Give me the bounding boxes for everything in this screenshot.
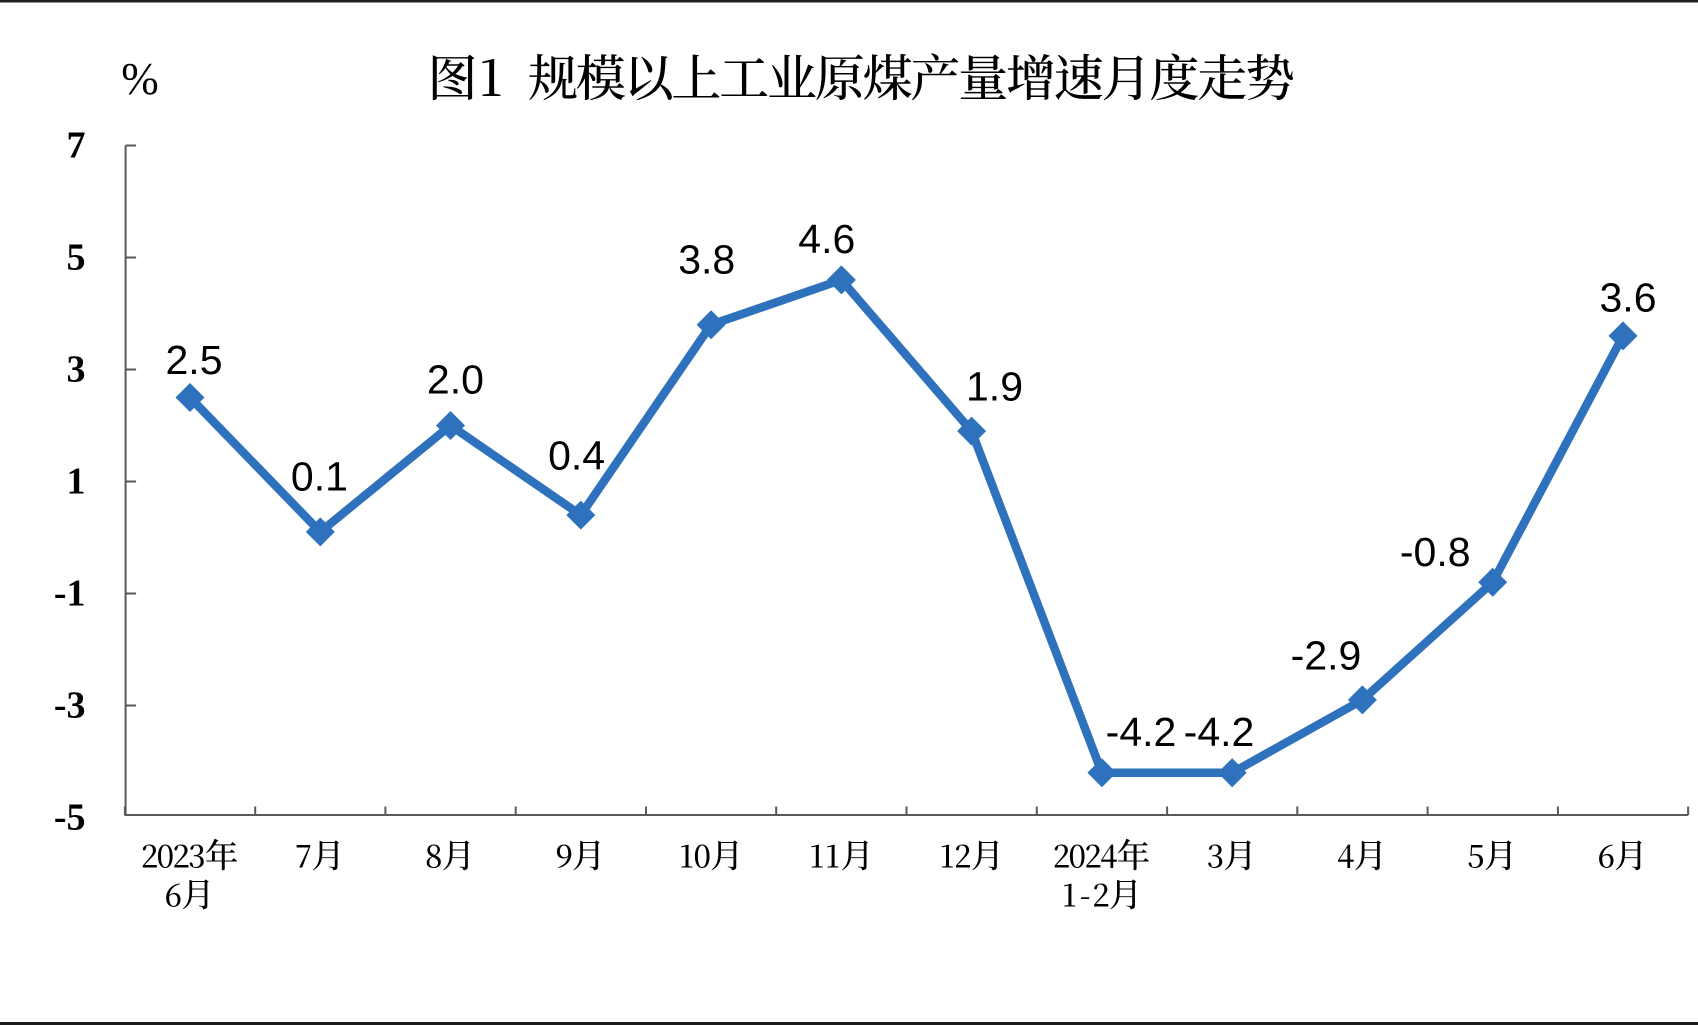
svg-text:-2.9: -2.9 — [1291, 633, 1362, 679]
svg-text:-4.2: -4.2 — [1184, 709, 1255, 755]
svg-text:2.0: 2.0 — [427, 357, 484, 403]
svg-text:3.6: 3.6 — [1600, 275, 1657, 321]
svg-text:-0.8: -0.8 — [1400, 529, 1471, 575]
svg-text:1.9: 1.9 — [966, 364, 1023, 410]
svg-text:-5: -5 — [54, 797, 86, 839]
svg-text:%: % — [121, 54, 159, 104]
svg-text:0.1: 0.1 — [291, 454, 348, 500]
svg-text:2.5: 2.5 — [166, 337, 223, 383]
svg-text:1: 1 — [67, 461, 86, 503]
svg-text:-4.2: -4.2 — [1106, 709, 1177, 755]
svg-text:4.6: 4.6 — [798, 216, 855, 262]
svg-text:7: 7 — [67, 125, 86, 167]
svg-text:0.4: 0.4 — [548, 433, 605, 479]
svg-text:3.8: 3.8 — [678, 236, 735, 282]
svg-text:3: 3 — [67, 349, 86, 391]
svg-text:-1: -1 — [54, 573, 86, 615]
svg-text:5: 5 — [67, 237, 86, 279]
svg-text:-3: -3 — [54, 685, 86, 727]
